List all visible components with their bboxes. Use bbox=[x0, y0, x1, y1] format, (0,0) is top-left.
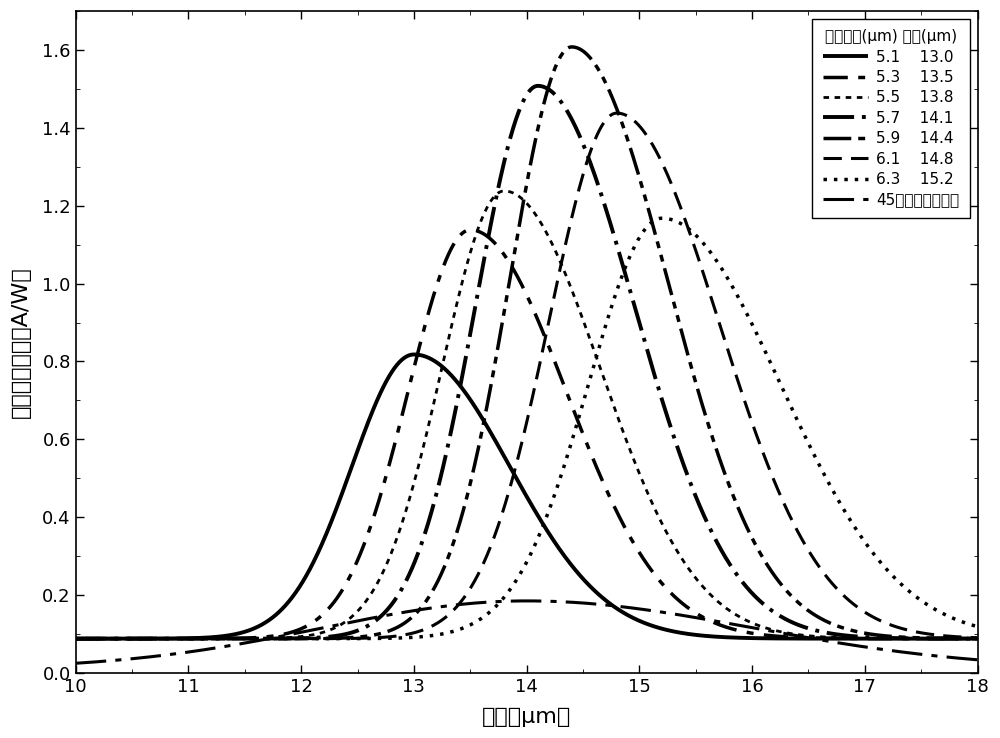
5.1    13.0 bbox=[226, 630, 238, 639]
5.5    13.8 bbox=[498, 187, 510, 196]
6.1    14.8 bbox=[226, 634, 238, 643]
5.9    14.4 bbox=[857, 628, 869, 637]
6.1    14.8 bbox=[611, 108, 623, 117]
5.1    13.0 bbox=[416, 351, 428, 360]
5.1    13.0 bbox=[173, 634, 185, 643]
Line: 5.3    13.5: 5.3 13.5 bbox=[76, 230, 978, 638]
5.5    13.8 bbox=[455, 284, 467, 293]
Line: 5.7    14.1: 5.7 14.1 bbox=[76, 86, 978, 638]
5.3    13.5 bbox=[70, 634, 82, 643]
6.3    15.2 bbox=[656, 214, 668, 223]
5.9    14.4 bbox=[455, 515, 467, 524]
5.7    14.1 bbox=[70, 634, 82, 643]
5.1    13.0 bbox=[70, 634, 82, 643]
5.3    13.5 bbox=[857, 634, 869, 643]
X-axis label: 波长（μm）: 波长（μm） bbox=[482, 707, 571, 727]
6.3    15.2 bbox=[954, 617, 966, 626]
5.5    13.8 bbox=[954, 634, 966, 643]
Line: 5.9    14.4: 5.9 14.4 bbox=[76, 47, 978, 638]
6.3    15.2 bbox=[173, 634, 185, 643]
5.5    13.8 bbox=[857, 634, 869, 643]
6.1    14.8 bbox=[455, 598, 467, 607]
6.1    14.8 bbox=[857, 607, 869, 615]
6.1    14.8 bbox=[416, 626, 428, 635]
5.9    14.4 bbox=[173, 634, 185, 643]
5.7    14.1 bbox=[416, 539, 428, 548]
Line: 5.5    13.8: 5.5 13.8 bbox=[76, 191, 978, 638]
45度磨角标准样品 bbox=[455, 600, 467, 609]
5.5    13.8 bbox=[173, 634, 185, 643]
45度磨角标准样品 bbox=[521, 596, 533, 605]
6.3    15.2 bbox=[70, 634, 82, 643]
Y-axis label: 光电流响应率（A/W）: 光电流响应率（A/W） bbox=[11, 266, 31, 418]
6.3    15.2 bbox=[857, 535, 869, 544]
6.1    14.8 bbox=[954, 632, 966, 641]
45度磨角标准样品 bbox=[173, 649, 185, 658]
5.9    14.4 bbox=[566, 43, 578, 52]
45度磨角标准样品 bbox=[972, 655, 984, 664]
Line: 5.1    13.0: 5.1 13.0 bbox=[76, 354, 978, 638]
5.1    13.0 bbox=[455, 382, 467, 391]
5.5    13.8 bbox=[70, 634, 82, 643]
6.1    14.8 bbox=[972, 633, 984, 642]
5.3    13.5 bbox=[173, 634, 185, 643]
5.9    14.4 bbox=[954, 634, 966, 643]
45度磨角标准样品 bbox=[70, 659, 82, 668]
6.3    15.2 bbox=[416, 632, 428, 641]
5.1    13.0 bbox=[972, 634, 984, 643]
6.3    15.2 bbox=[455, 624, 467, 633]
6.1    14.8 bbox=[70, 634, 82, 643]
5.5    13.8 bbox=[416, 449, 428, 458]
5.7    14.1 bbox=[954, 634, 966, 643]
5.3    13.5 bbox=[226, 634, 238, 643]
5.5    13.8 bbox=[972, 634, 984, 643]
5.1    13.0 bbox=[408, 350, 420, 359]
5.7    14.1 bbox=[173, 634, 185, 643]
5.5    13.8 bbox=[226, 634, 238, 643]
5.7    14.1 bbox=[532, 81, 544, 90]
5.7    14.1 bbox=[857, 632, 869, 641]
Line: 6.3    15.2: 6.3 15.2 bbox=[76, 218, 978, 638]
Legend: 5.1    13.0, 5.3    13.5, 5.5    13.8, 5.7    14.1, 5.9    14.4, 6.1    14.8, 6.: 5.1 13.0, 5.3 13.5, 5.5 13.8, 5.7 14.1, … bbox=[812, 18, 970, 218]
5.7    14.1 bbox=[972, 634, 984, 643]
5.7    14.1 bbox=[455, 380, 467, 389]
5.3    13.5 bbox=[416, 334, 428, 343]
5.3    13.5 bbox=[972, 634, 984, 643]
6.1    14.8 bbox=[173, 634, 185, 643]
Line: 6.1    14.8: 6.1 14.8 bbox=[76, 113, 978, 638]
5.1    13.0 bbox=[857, 634, 869, 643]
Line: 45度磨角标准样品: 45度磨角标准样品 bbox=[76, 601, 978, 663]
5.9    14.4 bbox=[70, 634, 82, 643]
5.1    13.0 bbox=[954, 634, 966, 643]
5.3    13.5 bbox=[954, 634, 966, 643]
5.3    13.5 bbox=[464, 226, 476, 235]
5.9    14.4 bbox=[416, 603, 428, 612]
5.9    14.4 bbox=[226, 634, 238, 643]
5.9    14.4 bbox=[972, 634, 984, 643]
45度磨角标准样品 bbox=[857, 642, 869, 651]
45度磨角标准样品 bbox=[416, 605, 428, 614]
6.3    15.2 bbox=[226, 634, 238, 643]
45度磨角标准样品 bbox=[226, 641, 238, 649]
5.3    13.5 bbox=[455, 230, 467, 239]
45度磨角标准样品 bbox=[954, 654, 966, 663]
6.3    15.2 bbox=[972, 622, 984, 631]
5.7    14.1 bbox=[226, 634, 238, 643]
